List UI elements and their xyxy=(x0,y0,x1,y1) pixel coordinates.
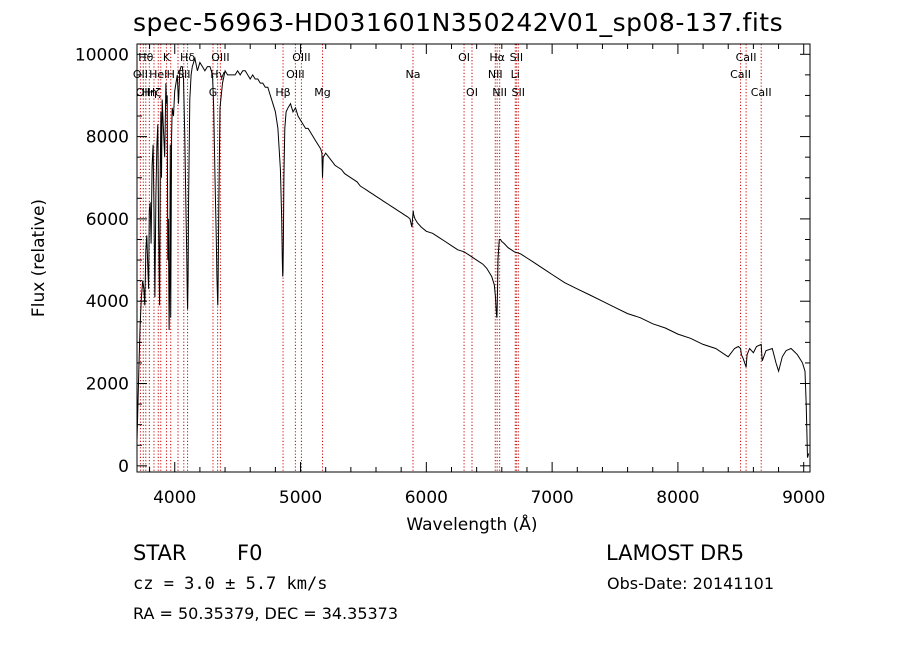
line-marker-label: Hη xyxy=(142,86,157,99)
redshift-text: cz = 3.0 ± 5.7 km/s xyxy=(133,574,328,594)
line-marker-label: CaII xyxy=(751,86,772,99)
y-tick-label: 2000 xyxy=(86,375,129,395)
plot-frame xyxy=(136,43,811,473)
line-marker-label: Li xyxy=(511,68,520,81)
line-marker-label: SII xyxy=(512,86,525,99)
line-markers xyxy=(139,44,762,472)
line-marker-label: OI xyxy=(458,51,470,64)
x-tick-label: 8000 xyxy=(656,488,699,508)
line-marker-label: CaII xyxy=(730,68,751,81)
line-marker-label: Hα xyxy=(489,51,505,64)
object-class: STAR xyxy=(133,541,187,565)
y-tick-label: 10000 xyxy=(75,45,129,65)
object-subclass: F0 xyxy=(237,541,263,565)
y-tick-label: 8000 xyxy=(86,128,129,148)
x-tick-label: 7000 xyxy=(530,488,573,508)
line-marker-label: OII xyxy=(136,86,151,99)
line-marker-label: Hδ xyxy=(180,51,195,64)
chart-title: spec-56963-HD031601N350242V01_sp08-137.f… xyxy=(133,8,784,37)
y-axis-label: Flux (relative) xyxy=(29,199,49,317)
line-marker-label: HeI xyxy=(149,68,167,81)
line-marker-label: NII xyxy=(488,68,503,81)
coordinates: RA = 50.35379, DEC = 34.35373 xyxy=(133,604,399,623)
line-marker-label: SII xyxy=(177,68,190,81)
line-marker-label: H xyxy=(167,68,175,81)
y-axis: 0 2000 4000 6000 8000 10000 xyxy=(75,45,810,477)
x-tick-label: 4000 xyxy=(153,488,196,508)
survey-name: LAMOST DR5 xyxy=(606,541,745,565)
line-marker-label: CaII xyxy=(736,51,757,64)
line-marker-label: OI xyxy=(466,86,478,99)
y-tick-label: 4000 xyxy=(86,292,129,312)
line-marker-label: OIII xyxy=(292,51,310,64)
line-marker-label: OIII xyxy=(286,68,304,81)
line-marker-label: Hγ xyxy=(210,68,225,81)
line-marker-label: Hβ xyxy=(275,86,290,99)
line-marker-label: SII xyxy=(510,51,523,64)
line-marker-label: Na xyxy=(406,68,421,81)
x-tick-label: 5000 xyxy=(279,488,322,508)
line-marker-label: G xyxy=(209,86,218,99)
x-tick-label: 6000 xyxy=(405,488,448,508)
line-marker-label: OIII xyxy=(211,51,229,64)
y-tick-label: 0 xyxy=(118,457,129,477)
line-marker-label: NII xyxy=(492,86,507,99)
spectrum-line xyxy=(136,56,810,458)
line-marker-label: Hζ xyxy=(147,86,161,99)
line-marker-label: OII xyxy=(133,68,148,81)
line-marker-label: Mg xyxy=(314,86,330,99)
line-marker-label: K xyxy=(163,51,171,64)
y-tick-label: 6000 xyxy=(86,210,129,230)
obs-date: Obs-Date: 20141101 xyxy=(607,574,775,593)
line-marker-label: Hθ xyxy=(138,51,153,64)
x-axis: 4000 5000 6000 7000 8000 9000 xyxy=(149,44,825,508)
x-axis-label: Wavelength (Å) xyxy=(406,513,537,535)
x-tick-label: 9000 xyxy=(782,488,825,508)
